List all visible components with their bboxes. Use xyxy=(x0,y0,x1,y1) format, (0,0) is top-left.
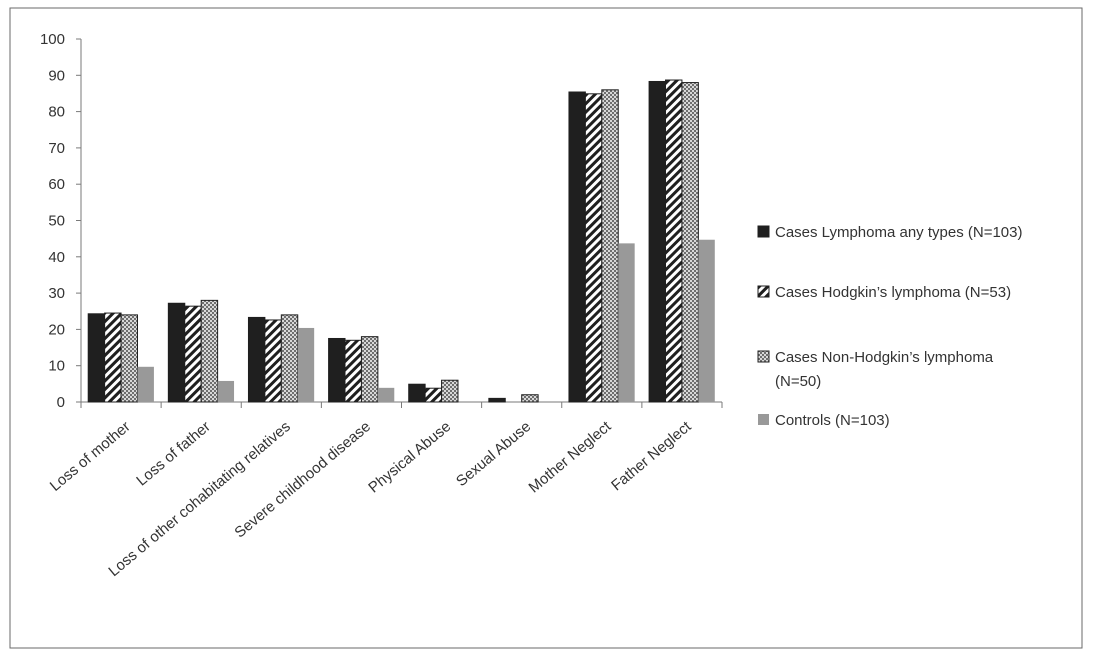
y-axis: 0 10 20 30 40 50 60 70 80 90 100 xyxy=(40,31,82,411)
y-tick-label: 30 xyxy=(48,285,65,302)
category-label: Physical Abuse xyxy=(365,418,454,496)
bar-series-0-loss-of-mother xyxy=(87,313,106,403)
bar-series-3-father-neglect xyxy=(698,239,715,402)
legend-label-2: (N=50) xyxy=(775,373,821,390)
bar-series-3-mother-neglect xyxy=(618,243,635,402)
bar-series-1-mother-neglect xyxy=(584,93,603,403)
bar-series-2-father-neglect xyxy=(681,82,699,403)
bar-series-2-loss-of-mother xyxy=(120,314,138,403)
bar-series-0-physical-abuse xyxy=(408,383,426,403)
category-label: Father Neglect xyxy=(608,418,695,495)
y-tick-label: 0 xyxy=(57,394,65,411)
y-tick-label: 100 xyxy=(40,31,65,48)
y-tick-label: 10 xyxy=(48,358,65,375)
category-label: Severe childhood disease xyxy=(231,418,374,541)
bar-series-2-loss-of-father xyxy=(200,299,219,403)
bar-series-0-father-neglect xyxy=(648,80,667,403)
bar-series-3-loss-of-other-cohabitating-relatives xyxy=(297,327,315,402)
bar-series-2-loss-of-other-cohabitating-relatives xyxy=(280,314,299,403)
bar-series-2-sexual-abuse xyxy=(521,394,539,403)
category-label: Mother Neglect xyxy=(526,418,615,497)
bar-series-0-mother-neglect xyxy=(568,91,586,403)
bar-series-1-severe-childhood-disease xyxy=(344,339,362,403)
legend-label-1: Cases Hodgkin’s lymphoma (N=53) xyxy=(775,284,1011,301)
category-label: Sexual Abuse xyxy=(453,418,534,490)
bar-series-2-severe-childhood-disease xyxy=(360,336,379,403)
y-tick-label: 20 xyxy=(48,321,65,338)
legend-label-0: Cases Lymphoma any types (N=103) xyxy=(775,224,1022,241)
bars xyxy=(87,79,715,403)
bar-series-0-sexual-abuse xyxy=(488,397,506,403)
category-label: Loss of father xyxy=(133,418,214,489)
legend-swatch-1 xyxy=(757,285,770,298)
legend-swatch-0 xyxy=(757,225,770,238)
y-tick-label: 60 xyxy=(48,176,65,193)
bar-series-0-loss-of-father xyxy=(167,302,186,403)
bar-series-1-physical-abuse xyxy=(424,387,443,403)
bar-series-2-physical-abuse xyxy=(441,379,459,403)
bar-series-1-father-neglect xyxy=(665,79,683,403)
bar-series-1-loss-of-mother xyxy=(104,312,122,403)
y-tick-label: 90 xyxy=(48,67,65,84)
y-tick-label: 40 xyxy=(48,249,65,266)
bar-series-0-severe-childhood-disease xyxy=(328,337,346,403)
bar-series-2-mother-neglect xyxy=(601,89,619,403)
legend: Cases Lymphoma any types (N=103) Cases Ho… xyxy=(757,224,1022,429)
bar-series-3-loss-of-father xyxy=(217,380,235,402)
legend-label-3: Controls (N=103) xyxy=(775,412,890,429)
chart-border xyxy=(9,7,1083,649)
y-tick-label: 70 xyxy=(48,140,65,157)
bar-series-1-loss-of-father xyxy=(184,305,202,403)
legend-swatch-3 xyxy=(758,414,769,425)
x-axis xyxy=(80,401,723,408)
y-tick-label: 50 xyxy=(48,213,65,230)
y-tick-label: 80 xyxy=(48,104,65,121)
bar-series-0-loss-of-other-cohabitating-relatives xyxy=(247,316,266,403)
bar-series-3-loss-of-mother xyxy=(137,366,154,402)
legend-swatch-2 xyxy=(757,350,770,363)
category-label: Loss of mother xyxy=(47,418,134,495)
bar-series-3-severe-childhood-disease xyxy=(377,387,395,402)
bar-series-1-loss-of-other-cohabitating-relatives xyxy=(264,319,282,403)
legend-label-2: Cases Non-Hodgkin’s lymphoma xyxy=(775,349,994,366)
